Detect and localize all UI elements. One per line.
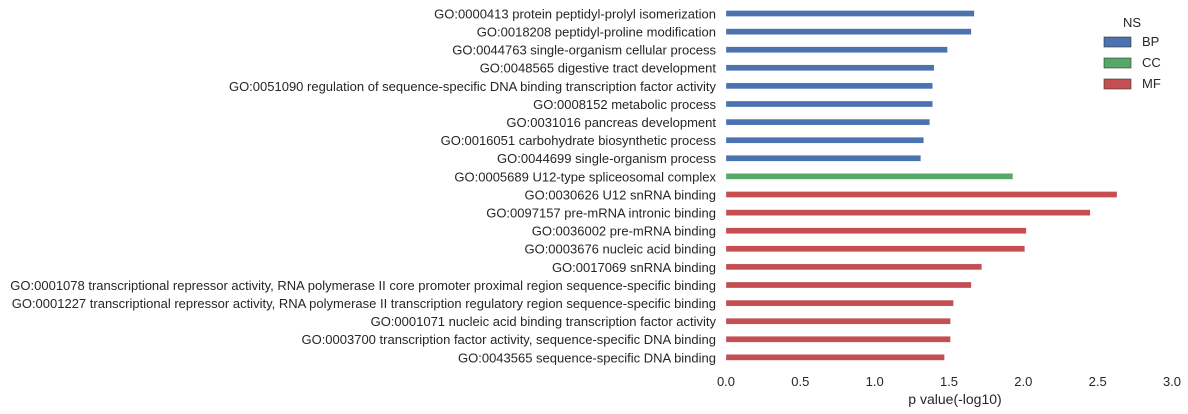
- legend-swatch-mf: [1103, 78, 1132, 90]
- legend-swatch-bp: [1103, 36, 1132, 48]
- legend-label-mf: MF: [1142, 76, 1161, 91]
- category-label: GO:0044699 single-organism process: [497, 151, 716, 166]
- category-label: GO:0008152 metabolic process: [533, 97, 716, 112]
- bar: [725, 191, 1118, 198]
- legend: NS BP CC MF: [1103, 15, 1161, 91]
- x-tick-label: 1.5: [940, 374, 958, 389]
- bar: [725, 318, 951, 325]
- category-label: GO:0016051 carbohydrate biosynthetic pro…: [441, 133, 717, 148]
- bars-group: [725, 10, 1118, 361]
- category-label: GO:0048565 digestive tract development: [480, 61, 717, 76]
- category-label: GO:0018208 peptidyl-proline modification: [477, 25, 716, 40]
- category-label: GO:0051090 regulation of sequence-specif…: [229, 79, 717, 94]
- bar: [725, 299, 954, 307]
- category-label: GO:0017069 snRNA binding: [552, 260, 716, 275]
- bar: [725, 46, 948, 53]
- x-tick-label: 2.5: [1089, 374, 1107, 389]
- x-tick-label: 0.0: [717, 374, 735, 389]
- x-axis-ticks-group: 0.0 0.5 1.0 1.5 2.0 2.5 3.0: [717, 374, 1181, 389]
- category-label: GO:0003700 transcription factor activity…: [301, 332, 716, 347]
- bar: [725, 227, 1027, 234]
- category-labels-group: GO:0000413 protein peptidyl-prolyl isome…: [10, 6, 716, 365]
- category-label: GO:0097157 pre-mRNA intronic binding: [486, 206, 716, 221]
- bar: [725, 336, 951, 343]
- bar: [725, 10, 975, 17]
- category-label: GO:0030626 U12 snRNA binding: [524, 187, 716, 202]
- bar: [725, 28, 972, 35]
- category-label: GO:0044763 single-organism cellular proc…: [452, 43, 716, 58]
- legend-swatch-cc: [1103, 57, 1132, 69]
- bar: [725, 209, 1091, 216]
- bar: [725, 82, 933, 90]
- category-label: GO:0003676 nucleic acid binding: [524, 242, 716, 257]
- bar: [725, 173, 1014, 180]
- category-label: GO:0001078 transcriptional repressor act…: [10, 278, 716, 293]
- legend-title: NS: [1123, 15, 1141, 30]
- bar: [725, 245, 1025, 252]
- x-axis-title: p value(-log10): [908, 391, 1001, 407]
- bar: [725, 118, 930, 126]
- category-label: GO:0031016 pancreas development: [506, 115, 716, 130]
- category-label: GO:0001227 transcriptional repressor act…: [12, 296, 716, 311]
- x-tick-label: 1.0: [866, 374, 884, 389]
- category-label: GO:0036002 pre-mRNA binding: [532, 224, 716, 239]
- bar: [725, 354, 945, 361]
- category-label: GO:0000413 protein peptidyl-prolyl isome…: [434, 6, 716, 21]
- bar: [725, 281, 972, 289]
- x-tick-label: 2.0: [1014, 374, 1032, 389]
- bar: [725, 137, 924, 144]
- category-label: GO:0005689 U12-type spliceosomal complex: [454, 169, 716, 184]
- x-tick-label: 3.0: [1163, 374, 1181, 389]
- bar: [725, 155, 921, 162]
- legend-label-bp: BP: [1142, 34, 1159, 49]
- category-label: GO:0043565 sequence-specific DNA binding: [458, 350, 716, 365]
- legend-label-cc: CC: [1142, 55, 1161, 70]
- bar: [725, 64, 935, 71]
- bar: [725, 100, 933, 108]
- category-label: GO:0001071 nucleic acid binding transcri…: [371, 314, 717, 329]
- bar: [725, 263, 982, 271]
- x-tick-label: 0.5: [791, 374, 809, 389]
